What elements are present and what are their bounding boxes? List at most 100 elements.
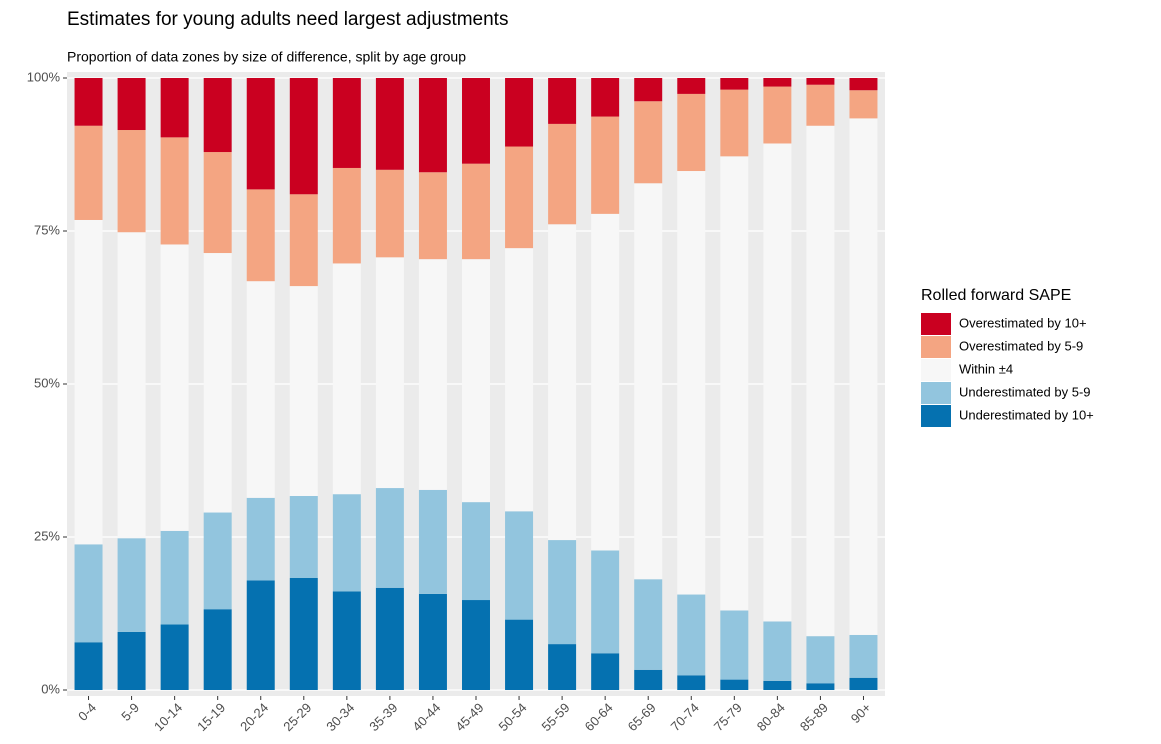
bar-segment [634,183,663,580]
x-tick-label: 30-34 [323,700,357,734]
bar-segment [289,495,318,579]
x-tick-label: 40-44 [409,700,443,734]
bar-segment [849,90,878,119]
bar-segment [806,636,835,684]
bar-segment [634,669,663,690]
x-tick-label: 10-14 [151,700,185,734]
bar-segment [591,116,620,214]
bar-segment [289,286,318,496]
x-tick-label: 35-39 [366,700,400,734]
bar-segment [505,511,534,620]
bar-segment [505,619,534,690]
x-tick-label: 25-29 [280,700,314,734]
legend-label: Underestimated by 5-9 [959,384,1091,399]
y-tick-label: 75% [34,222,60,237]
legend-label: Within ±4 [959,361,1013,376]
bar-segment [806,683,835,690]
bar-segment [806,84,835,126]
bar-segment [203,253,232,513]
bar-segment [462,78,490,164]
bar-segment [203,152,232,254]
bar-segment [74,544,103,643]
bar-segment [375,78,404,170]
x-tick-label: 0-4 [75,700,99,724]
bar-segment [117,130,146,233]
bar-segment [117,631,146,690]
y-tick-label: 50% [34,375,60,390]
x-tick-label: 50-54 [495,700,529,734]
y-tick-label: 25% [34,528,60,543]
legend-title: Rolled forward SAPE [921,287,1071,304]
bar-segment [720,156,749,611]
bar-segment [462,259,490,503]
bar-segment [203,512,232,610]
bar-segment [849,118,878,635]
bar-segment [74,125,103,220]
x-tick-label: 70-74 [668,700,702,734]
bar-segment [591,78,620,117]
bar-segment [418,78,447,173]
bar-segment [332,167,361,264]
bar-segment [160,624,189,690]
bar-segment [591,213,620,551]
y-tick-label: 100% [27,69,61,84]
x-tick-label: 80-84 [754,700,788,734]
bar-segment [246,281,275,498]
x-tick-label: 15-19 [194,700,228,734]
bar-segment [462,600,490,690]
bar-segment [289,578,318,690]
x-tick-label: 65-69 [625,700,659,734]
bar-segment [160,244,189,531]
bar-segment [720,89,749,157]
bar-segment [677,171,706,595]
bar-segment [203,609,232,690]
bar-segment [375,169,404,258]
x-tick-label: 20-24 [237,700,271,734]
bar-segment [462,163,490,260]
bar-segment [462,502,490,601]
bar-segment [634,101,663,184]
x-tick-label: 60-64 [582,700,616,734]
legend-label: Overestimated by 10+ [959,315,1087,330]
legend-swatch [921,359,951,381]
bar-segment [332,78,361,168]
bar-segment [548,644,577,690]
x-tick-label: 45-49 [452,700,486,734]
bar-segment [849,677,878,690]
bar-segment [720,78,749,90]
bar-segment [505,78,534,147]
bar-segment [117,78,146,131]
legend-swatch [921,313,951,335]
bar-segment [74,219,103,545]
bar-segment [160,137,189,245]
bar-segment [548,224,577,541]
bar-segment [246,189,275,282]
x-tick-label: 55-59 [539,700,573,734]
x-tick-label: 75-79 [711,700,745,734]
bar-segment [548,540,577,645]
bar-segment [677,78,706,94]
legend-swatch [921,382,951,404]
x-tick-label: 85-89 [797,700,831,734]
chart-title: Estimates for young adults need largest … [67,9,508,30]
legend-swatch [921,405,951,427]
legend-label: Overestimated by 5-9 [959,338,1083,353]
bar-segment [246,580,275,690]
bar-segment [289,78,318,195]
bar-segment [634,78,663,102]
bar-segment [246,78,275,190]
bar-segment [849,634,878,678]
bar-segment [634,579,663,670]
x-tick-label: 90+ [848,700,874,726]
bar-segment [375,587,404,690]
bar-segment [289,194,318,287]
bar-segment [591,550,620,654]
bar-segment [591,653,620,690]
chart-subtitle: Proportion of data zones by size of diff… [67,49,466,65]
x-tick-label: 5-9 [118,700,142,724]
bar-segment [548,78,577,124]
bar-segment [74,78,103,126]
bar-segment [849,78,878,91]
bar-segment [763,78,792,87]
